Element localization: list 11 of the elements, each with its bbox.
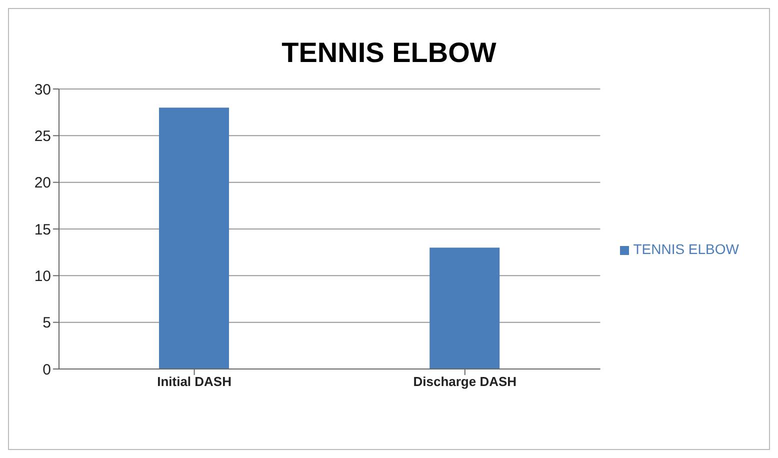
chart-title: TENNIS ELBOW (280, 37, 498, 69)
legend-label: TENNIS ELBOW (633, 241, 739, 257)
y-tick-label: 0 (42, 361, 51, 378)
y-tick-label: 25 (34, 128, 51, 145)
y-tick-label: 5 (42, 314, 51, 332)
y-tick-label: 30 (34, 81, 51, 98)
y-tick-label: 20 (34, 174, 51, 192)
y-tick-label: 15 (34, 221, 51, 238)
x-tick-label: Initial DASH (157, 374, 232, 390)
y-tick-label: 10 (34, 268, 51, 285)
x-tick-label: Discharge DASH (413, 374, 517, 390)
